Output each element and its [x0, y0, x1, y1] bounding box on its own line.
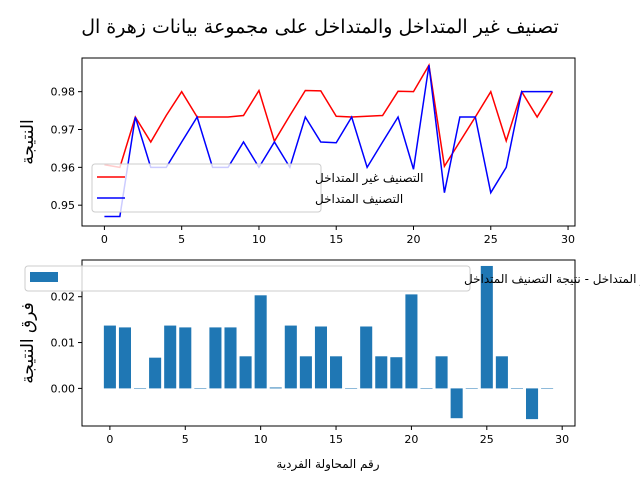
bar	[103, 325, 116, 389]
chart-title: تصنيف غير المتداخل والمتداخل على مجموعة …	[81, 16, 559, 38]
y-tick-label: 0.97	[51, 124, 76, 137]
legend-box	[91, 163, 322, 213]
bar	[239, 356, 252, 389]
bar	[480, 265, 493, 389]
legend-box	[24, 265, 471, 292]
bar	[314, 326, 327, 389]
y-tick-label: 0.95	[51, 199, 76, 212]
bar	[510, 388, 523, 389]
series-line-0	[104, 62, 554, 169]
bar	[134, 388, 147, 389]
x-tick-label: 20	[404, 433, 418, 446]
bar	[299, 356, 312, 389]
bar	[284, 325, 297, 389]
y-tick-label: 0.00	[51, 382, 76, 395]
legend-swatch	[30, 272, 58, 282]
top-y-axis-label: النتيجة	[18, 119, 38, 164]
bar	[209, 327, 222, 389]
bar	[330, 356, 343, 389]
x-axis-label: رقم المحاولة الفردية	[276, 457, 379, 472]
bar	[405, 294, 418, 389]
y-tick-label: 0.02	[51, 291, 76, 304]
top-axes: 0 5 10 15 20 25 30 0.95 0.96 0.97 0.98 التصنيف غير …	[51, 57, 576, 246]
y-tick-label: 0.98	[51, 86, 76, 99]
x-tick-label: 20	[407, 233, 421, 246]
bar	[526, 388, 539, 420]
x-tick-label: 10	[252, 233, 266, 246]
bar	[194, 388, 207, 389]
x-tick-label: 0	[101, 233, 108, 246]
legend: التصنيف غير المتداخل - نتيجة التصنيف الم…	[24, 265, 640, 292]
bar	[541, 388, 554, 389]
bar	[465, 388, 478, 389]
bar	[495, 356, 508, 389]
bar	[435, 356, 448, 389]
bar	[420, 388, 433, 389]
bar	[450, 388, 463, 419]
bar	[390, 357, 403, 389]
legend-label: التصنيف المتداخل	[315, 192, 403, 206]
bar	[179, 327, 192, 389]
x-tick-label: 10	[254, 433, 268, 446]
x-tick-label: 0	[106, 433, 113, 446]
y-tick-label: 0.96	[51, 161, 76, 174]
bottom-axes: 0 5 10 15 20 25 30 0.00 0.01 0.02 التصنيف غير المت…	[24, 259, 640, 446]
legend-label: التصنيف غير المتداخل - نتيجة التصنيف الم…	[464, 272, 640, 287]
bar	[269, 387, 282, 389]
bar	[149, 357, 162, 389]
bar	[360, 326, 373, 389]
series-line-1	[104, 65, 553, 218]
x-tick-label: 15	[329, 433, 343, 446]
bar	[118, 327, 131, 389]
legend-label: التصنيف غير المتداخل	[315, 171, 424, 186]
x-tick-label: 5	[182, 433, 189, 446]
x-tick-label: 30	[555, 433, 569, 446]
axes-frame	[81, 57, 576, 227]
bar	[224, 327, 237, 389]
legend: التصنيف غير المتداخل التصنيف المتداخل	[91, 163, 424, 213]
bottom-y-axis-label: فرق النتيجة	[18, 302, 38, 383]
bar	[164, 325, 177, 389]
x-tick-label: 25	[484, 233, 498, 246]
bar	[345, 388, 358, 389]
x-tick-label: 25	[480, 433, 494, 446]
bar	[375, 356, 388, 389]
bar	[254, 295, 267, 389]
x-tick-label: 30	[561, 233, 575, 246]
y-tick-label: 0.01	[51, 337, 76, 350]
x-tick-label: 15	[329, 233, 343, 246]
x-tick-label: 5	[178, 233, 185, 246]
